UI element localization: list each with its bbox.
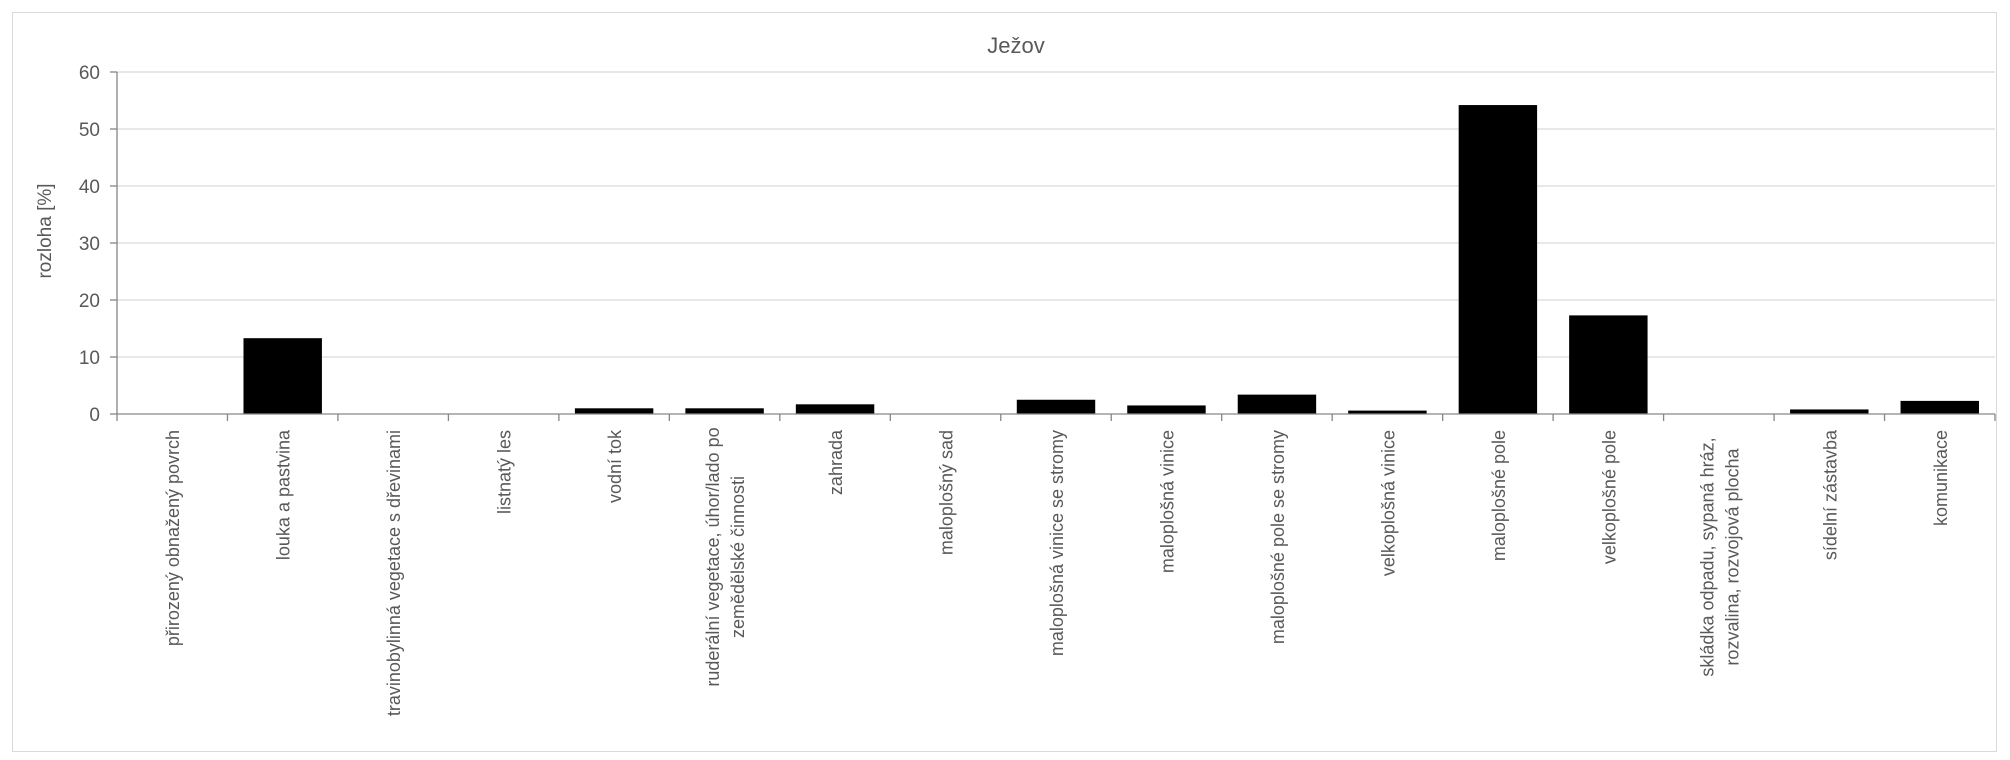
y-tick-label: 30	[79, 234, 100, 255]
y-tick-label: 20	[79, 291, 100, 312]
axes	[110, 71, 1996, 421]
bar	[1900, 400, 1979, 414]
x-tick-label: maloplošné pole	[1489, 430, 1509, 561]
bar	[1458, 105, 1538, 414]
chart-title: Ježov	[987, 33, 1044, 58]
bars	[243, 105, 1979, 414]
x-tick-label: velkoplošná vinice	[1378, 430, 1398, 576]
bar	[1348, 410, 1427, 414]
y-tick-label: 0	[89, 405, 100, 426]
y-axis-label: rozloha [%]	[35, 183, 56, 278]
x-tick-labels: přirozený obnažený povrch louka a pastvin…	[163, 427, 1951, 716]
x-tick-label: zahrada	[826, 429, 846, 495]
y-tick-label: 50	[79, 120, 100, 141]
bar	[243, 338, 322, 414]
bar	[1016, 399, 1096, 414]
bar	[1127, 405, 1206, 414]
x-tick-label: ruderální vegetace, úhor/lado po	[703, 427, 723, 686]
x-tick-label: skládka odpadu, sypaná hráz,	[1697, 437, 1717, 676]
x-tick-label: travinobylinná vegetace s dřevinami	[384, 430, 404, 716]
bar	[685, 408, 764, 414]
x-tick-label: rozvalina, rozvojová plocha	[1722, 447, 1742, 665]
bar	[574, 408, 654, 414]
x-tick-label: přirozený obnažený povrch	[163, 430, 183, 646]
x-tick-label: sídelní zástavba	[1820, 429, 1840, 560]
y-tick-label: 60	[79, 63, 100, 84]
y-tick-label: 10	[79, 348, 100, 369]
x-tick-label: velkoplošné pole	[1599, 430, 1619, 564]
bar	[1569, 315, 1648, 414]
x-tick-label: komunikace	[1931, 430, 1951, 526]
x-tick-label: maloplošná vinice se stromy	[1047, 430, 1067, 656]
bar	[795, 404, 875, 414]
bar	[1790, 409, 1869, 414]
x-tick-label: louka a pastvina	[274, 429, 294, 560]
bar	[1237, 394, 1317, 414]
x-tick-label: listnatý les	[495, 430, 515, 514]
x-tick-label: maloplošný sad	[937, 430, 957, 555]
y-tick-labels: 0 10 20 30 40 50 60	[79, 63, 100, 426]
x-tick-label: vodní tok	[605, 429, 625, 503]
y-tick-label: 40	[79, 177, 100, 198]
x-tick-label: maloplošné pole se stromy	[1268, 430, 1288, 644]
gridlines	[117, 71, 1995, 358]
x-tick-label: maloplošná vinice	[1157, 430, 1177, 573]
chart-area	[12, 12, 1997, 752]
x-tick-label: zemědělské činnosti	[728, 476, 748, 638]
